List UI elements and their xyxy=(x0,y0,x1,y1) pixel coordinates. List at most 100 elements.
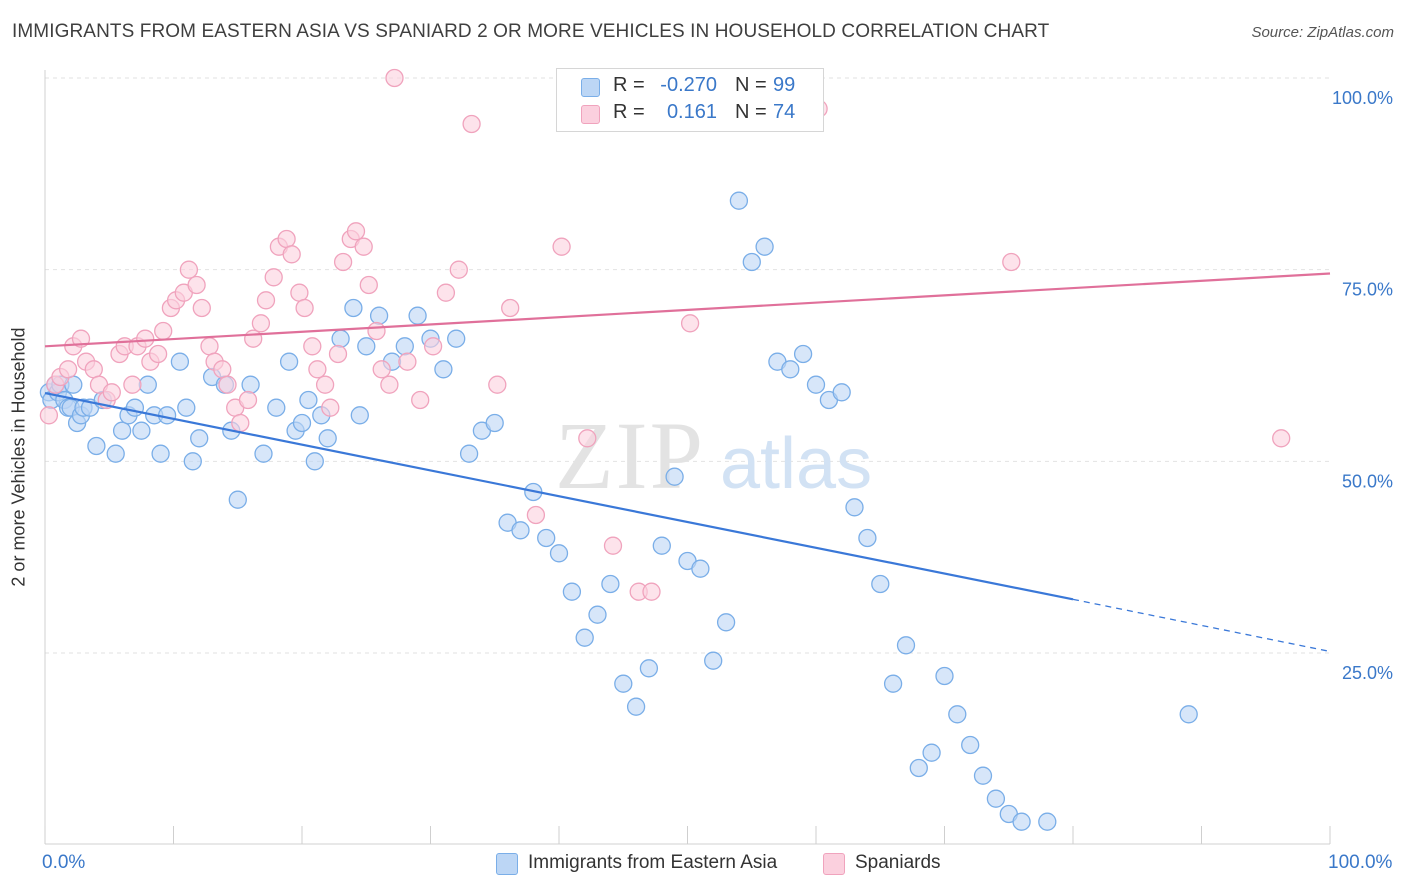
point-eastern-asia xyxy=(614,674,633,693)
point-spaniards xyxy=(372,360,391,379)
point-eastern-asia xyxy=(716,613,736,632)
point-spaniards xyxy=(154,321,173,341)
point-eastern-asia xyxy=(305,452,324,471)
point-eastern-asia xyxy=(408,306,427,325)
point-eastern-asia xyxy=(948,705,967,724)
point-spaniards xyxy=(218,375,237,394)
point-spaniards xyxy=(385,68,404,88)
point-eastern-asia xyxy=(485,413,504,433)
point-spaniards xyxy=(552,237,571,256)
point-spaniards xyxy=(359,275,378,295)
point-spaniards xyxy=(449,260,468,279)
legend-swatch-eastern-asia xyxy=(581,78,600,97)
watermark-zip: ZIP xyxy=(555,402,705,509)
point-eastern-asia xyxy=(691,559,710,578)
legend-n-label: N = xyxy=(735,101,767,123)
point-eastern-asia xyxy=(626,697,646,716)
point-eastern-asia xyxy=(183,452,202,471)
y-tick-label: 25.0% xyxy=(1342,663,1393,683)
point-eastern-asia xyxy=(729,191,749,210)
point-eastern-asia xyxy=(138,375,157,394)
point-eastern-asia xyxy=(369,306,389,325)
point-eastern-asia xyxy=(832,383,851,402)
point-spaniards xyxy=(282,245,301,264)
y-tick-labels: 25.0% 50.0% 75.0% 100.0% xyxy=(1332,88,1393,683)
point-eastern-asia xyxy=(151,444,170,463)
point-eastern-asia xyxy=(434,360,453,379)
legend-r-label: R = xyxy=(613,101,645,123)
point-eastern-asia xyxy=(845,498,864,517)
point-eastern-asia xyxy=(793,344,813,364)
x-tick-label-min: 0.0% xyxy=(42,852,86,873)
point-spaniards xyxy=(501,298,520,318)
point-eastern-asia xyxy=(781,360,800,379)
point-eastern-asia xyxy=(190,429,209,448)
point-spaniards xyxy=(642,582,661,601)
bottom-legend-eastern-asia: Immigrants from Eastern Asia xyxy=(496,852,806,878)
point-eastern-asia xyxy=(125,398,145,417)
point-spaniards xyxy=(436,283,456,302)
point-eastern-asia xyxy=(922,743,941,762)
point-spaniards xyxy=(71,329,91,348)
point-spaniards xyxy=(39,406,59,425)
point-eastern-asia xyxy=(267,398,286,417)
point-eastern-asia xyxy=(132,421,151,440)
point-eastern-asia xyxy=(935,666,954,686)
point-eastern-asia xyxy=(1012,812,1031,831)
bottom-legend-swatch-eastern-asia xyxy=(496,853,518,875)
point-eastern-asia xyxy=(537,528,556,548)
bottom-legend-spaniards: Spaniards xyxy=(823,852,963,878)
point-spaniards xyxy=(58,360,78,379)
point-spaniards xyxy=(303,337,322,356)
point-spaniards xyxy=(526,505,546,525)
point-spaniards xyxy=(423,337,443,356)
point-spaniards xyxy=(380,375,399,394)
point-spaniards xyxy=(411,390,430,410)
legend-row-eastern-asia: R = -0.270 N = 99 xyxy=(557,74,823,100)
points-layer xyxy=(39,68,1291,831)
point-spaniards xyxy=(123,375,142,394)
point-spaniards xyxy=(603,536,623,555)
chart-title: IMMIGRANTS FROM EASTERN ASIA VS SPANIARD… xyxy=(12,21,1050,42)
point-eastern-asia xyxy=(562,582,582,601)
trend-line-extension-eastern-asia xyxy=(1072,598,1331,653)
watermark: ZIP atlas xyxy=(555,402,872,509)
trend-line-spaniards xyxy=(44,272,1331,348)
point-eastern-asia xyxy=(511,521,530,540)
point-eastern-asia xyxy=(344,298,363,318)
point-eastern-asia xyxy=(318,429,337,448)
trend-line-eastern-asia xyxy=(44,392,1074,601)
stats-legend: R = -0.270 N = 99 R = 0.161 N = 74 xyxy=(556,68,824,132)
point-eastern-asia xyxy=(87,436,106,456)
point-spaniards xyxy=(200,337,219,356)
bottom-legend-label: Immigrants from Eastern Asia xyxy=(528,852,778,873)
point-eastern-asia xyxy=(909,758,928,778)
point-spaniards xyxy=(462,114,481,134)
point-spaniards xyxy=(346,222,366,241)
axis-layer xyxy=(44,70,1331,845)
point-eastern-asia xyxy=(299,390,318,410)
point-eastern-asia xyxy=(755,237,774,256)
point-eastern-asia xyxy=(331,329,350,348)
point-spaniards xyxy=(333,252,353,272)
bottom-legend-label: Spaniards xyxy=(855,852,941,873)
point-eastern-asia xyxy=(459,444,479,463)
point-spaniards xyxy=(295,298,314,318)
point-spaniards xyxy=(192,298,211,318)
point-eastern-asia xyxy=(357,337,376,356)
point-spaniards xyxy=(136,329,155,348)
point-eastern-asia xyxy=(228,490,247,509)
point-eastern-asia xyxy=(973,766,993,785)
point-spaniards xyxy=(680,314,700,333)
point-spaniards xyxy=(1002,252,1021,272)
point-eastern-asia xyxy=(986,789,1006,808)
point-eastern-asia xyxy=(106,444,125,463)
point-spaniards xyxy=(251,314,271,333)
point-eastern-asia xyxy=(601,574,620,594)
point-spaniards xyxy=(187,275,206,295)
point-eastern-asia xyxy=(549,544,569,563)
point-spaniards xyxy=(354,237,373,256)
point-spaniards xyxy=(308,360,327,379)
point-eastern-asia xyxy=(1179,705,1198,724)
point-eastern-asia xyxy=(241,375,260,394)
